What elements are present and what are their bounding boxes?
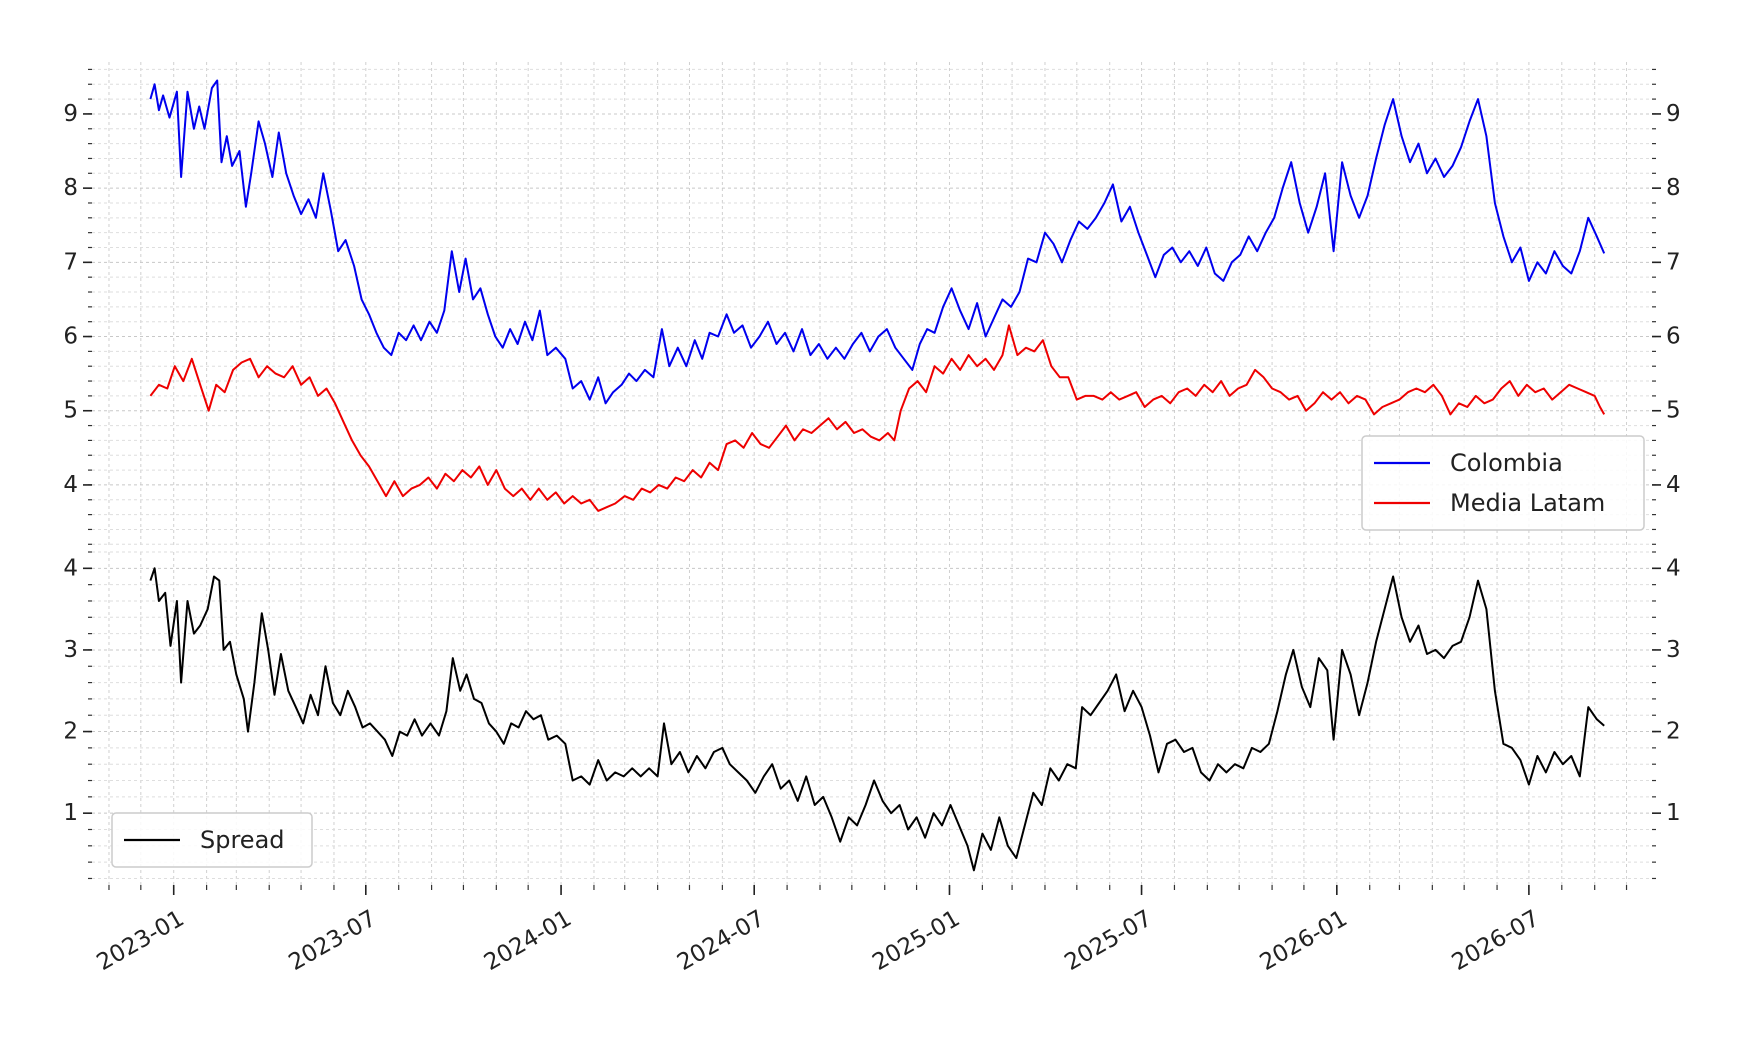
y-tick-label-right: 4 bbox=[1666, 555, 1681, 581]
y-tick-label-left: 4 bbox=[63, 472, 78, 498]
legend-box bbox=[1361, 435, 1645, 531]
legend-label: Colombia bbox=[1450, 449, 1563, 477]
y-tick-label-left: 9 bbox=[63, 101, 78, 127]
y-tick-label-right: 8 bbox=[1666, 175, 1681, 201]
y-tick-label-left: 4 bbox=[63, 555, 78, 581]
series-line-spread bbox=[149, 567, 1605, 872]
y-tick-label-right: 6 bbox=[1666, 324, 1681, 350]
y-tick-label-left: 6 bbox=[63, 324, 78, 350]
y-tick-label-right: 5 bbox=[1666, 398, 1681, 424]
y-tick-label-right: 7 bbox=[1666, 249, 1681, 275]
y-tick-label-left: 5 bbox=[63, 398, 78, 424]
y-tick-label-left: 1 bbox=[63, 800, 78, 826]
legend-label: Spread bbox=[200, 826, 285, 854]
y-tick-label-left: 7 bbox=[63, 249, 78, 275]
legend-spread: Spread bbox=[111, 812, 313, 868]
panel-spread: 1 1 2 2 3 3 4 4 bbox=[63, 551, 1681, 880]
y-tick-label-right: 3 bbox=[1666, 637, 1681, 663]
y-tick-label-right: 2 bbox=[1666, 719, 1681, 745]
y-tick-label-right: 4 bbox=[1666, 472, 1681, 498]
legend-box bbox=[111, 812, 313, 868]
y-tick-label-right: 9 bbox=[1666, 101, 1681, 127]
panel-rates: 4 4 5 5 6 6 7 7 8 8 9 9 bbox=[63, 68, 1681, 545]
series-line-colombia bbox=[149, 79, 1606, 405]
legend-label: Media Latam bbox=[1450, 489, 1605, 517]
y-tick-label-right: 1 bbox=[1666, 800, 1681, 826]
y-tick-label-left: 3 bbox=[63, 637, 78, 663]
y-tick-label-left: 8 bbox=[63, 175, 78, 201]
series-line-media-latam bbox=[149, 324, 1606, 512]
y-tick-label-left: 2 bbox=[63, 719, 78, 745]
legend-rates: Colombia Media Latam bbox=[1361, 435, 1645, 531]
